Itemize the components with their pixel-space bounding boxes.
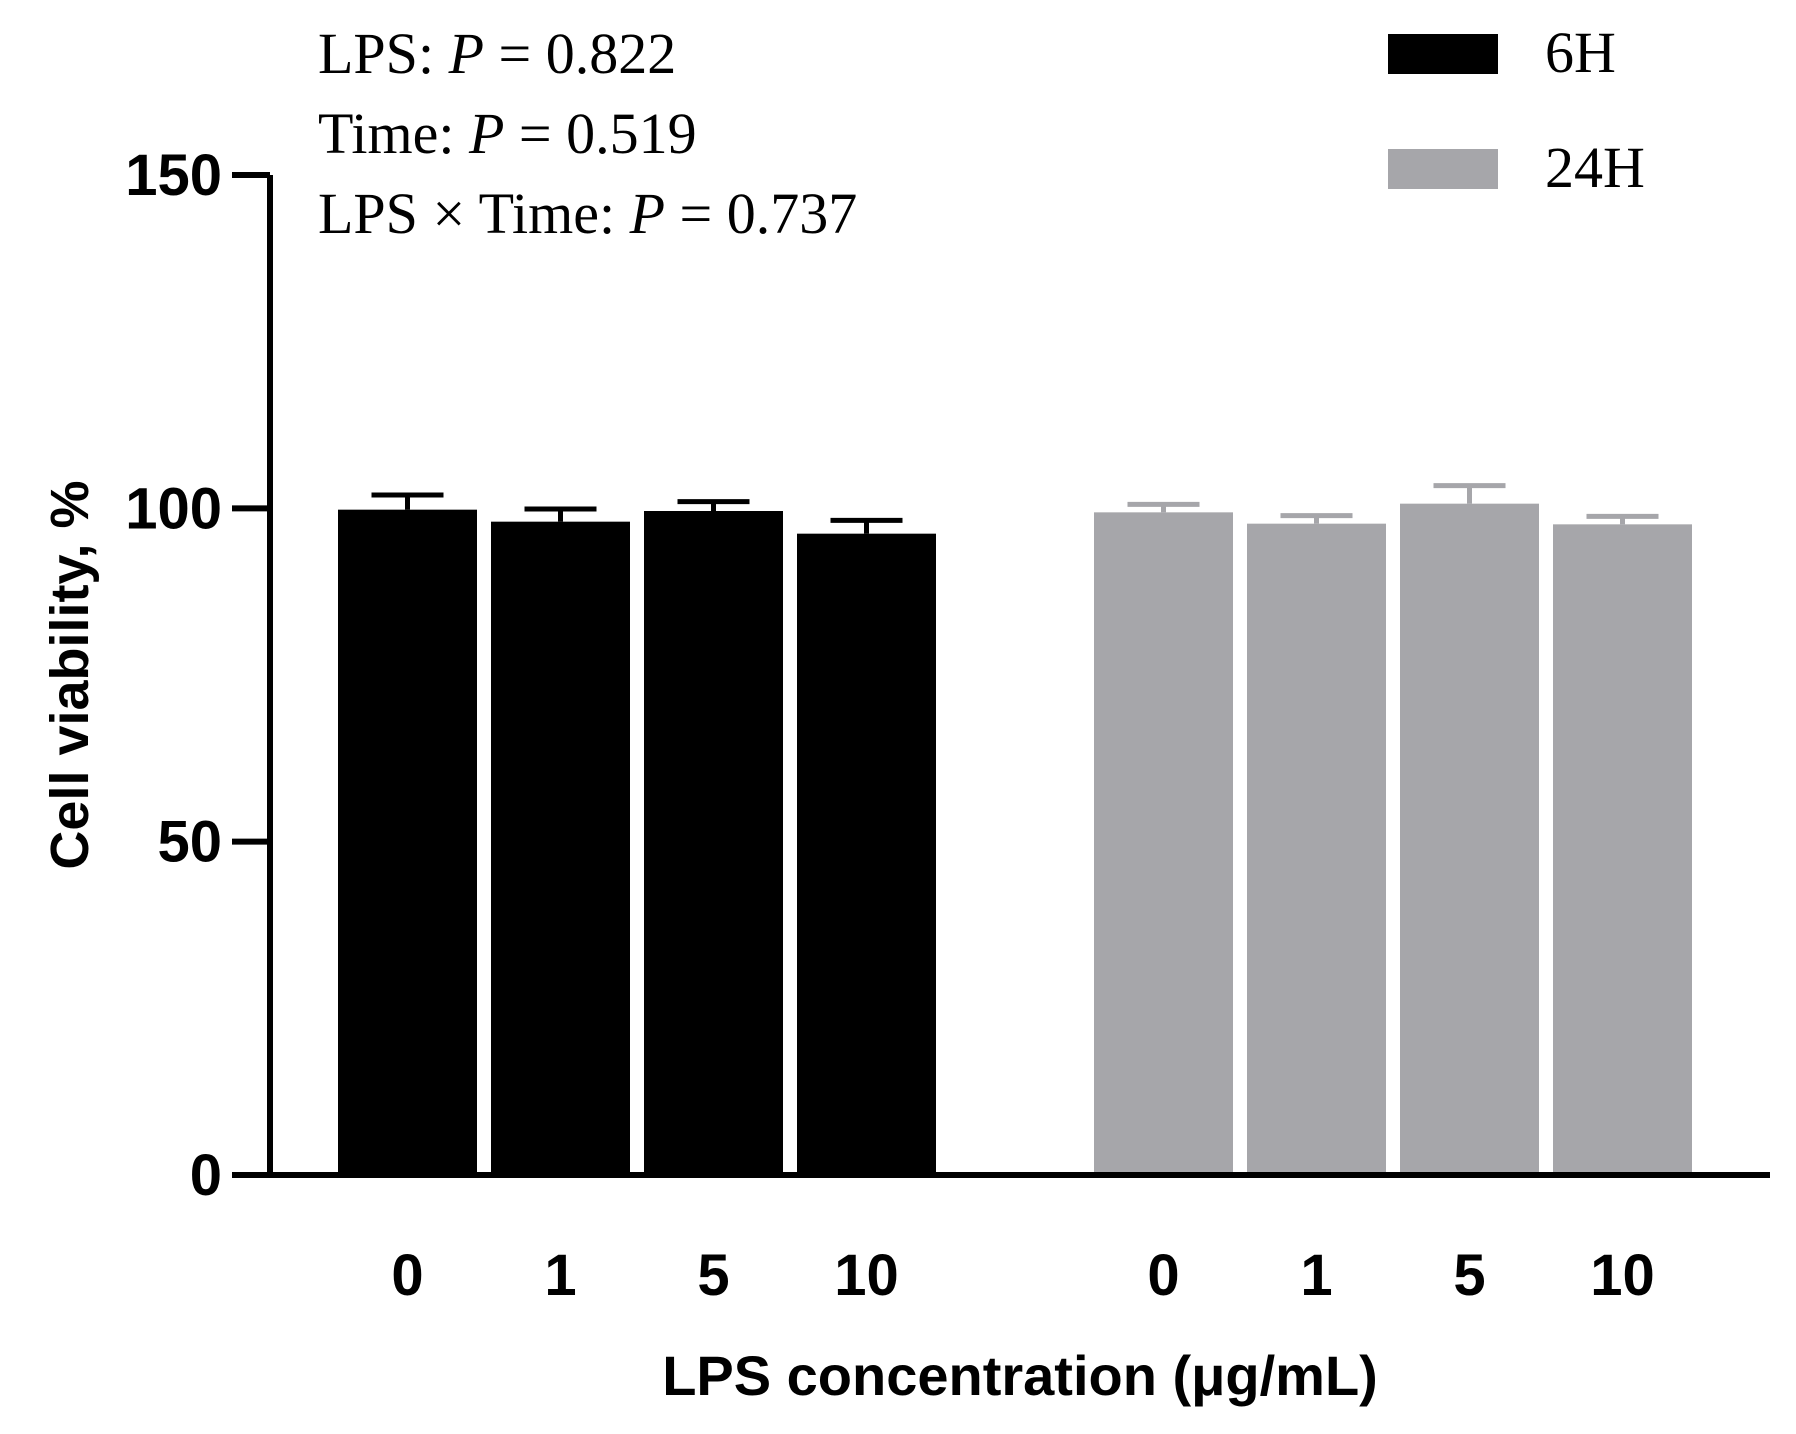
legend-label-24h: 24H [1545, 135, 1645, 200]
x-tick-label: 1 [1300, 1243, 1332, 1308]
x-tick-label: 10 [1590, 1243, 1655, 1308]
bar-6h-5 [644, 511, 783, 1175]
bar-24h-1 [1247, 523, 1386, 1175]
x-tick-label: 1 [544, 1243, 576, 1308]
legend-swatch-24h [1388, 149, 1498, 189]
y-tick-label: 100 [125, 476, 222, 541]
stats-annotation: Time: P = 0.519 [318, 101, 697, 166]
x-tick-label: 5 [697, 1243, 729, 1308]
legend-swatch-6h [1388, 34, 1498, 74]
x-tick-label: 5 [1453, 1243, 1485, 1308]
stats-annotation: LPS: P = 0.822 [318, 21, 676, 86]
bar-6h-1 [491, 521, 630, 1175]
bar-6h-0 [338, 509, 477, 1176]
legend-label-6h: 6H [1545, 20, 1616, 85]
x-tick-label: 10 [834, 1243, 899, 1308]
x-tick-label: 0 [1147, 1243, 1179, 1308]
y-tick-label: 50 [157, 810, 222, 875]
x-axis-title: LPS concentration (μg/mL) [662, 1344, 1378, 1407]
bar-24h-10 [1553, 524, 1692, 1175]
y-tick-label: 150 [125, 143, 222, 208]
bar-6h-10 [797, 533, 936, 1175]
stats-annotation: LPS × Time: P = 0.737 [318, 181, 857, 246]
y-tick-label: 0 [190, 1143, 222, 1208]
bar-24h-5 [1400, 503, 1539, 1176]
x-tick-label: 0 [391, 1243, 423, 1308]
y-axis-title: Cell viability, % [40, 480, 100, 869]
bar-24h-0 [1094, 512, 1233, 1175]
